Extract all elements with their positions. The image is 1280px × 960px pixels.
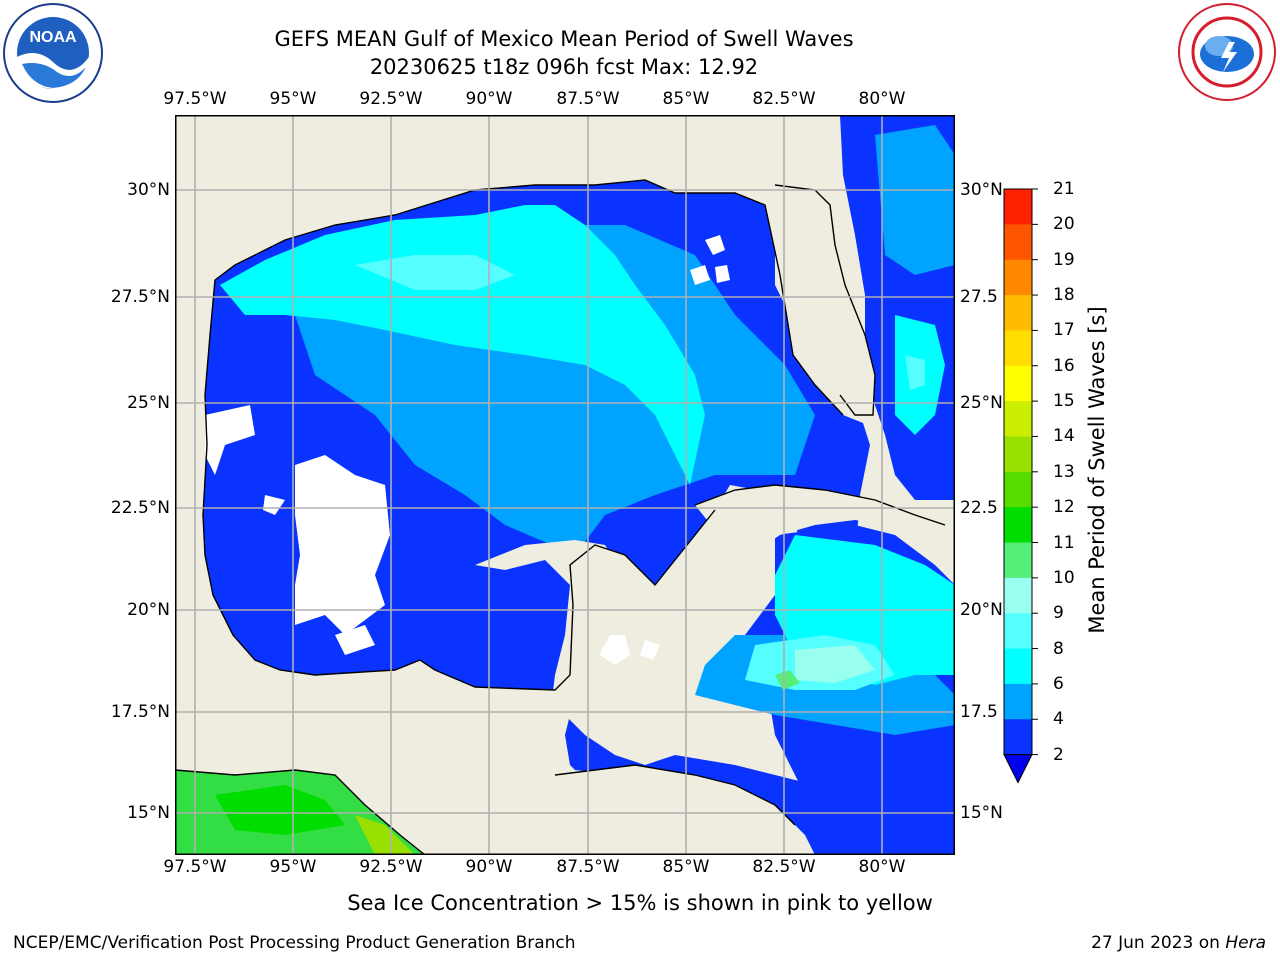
colorbar-segment bbox=[1004, 542, 1032, 579]
lon-label-bottom: 97.5°W bbox=[163, 857, 227, 877]
coastline bbox=[175, 179, 946, 855]
lat-label-right: 25°N bbox=[960, 393, 1003, 413]
lon-label-top: 82.5°W bbox=[752, 89, 816, 109]
colorbar-title: Mean Period of Swell Waves [s] bbox=[1085, 306, 1109, 634]
colorbar bbox=[1003, 188, 1038, 784]
colorbar-extend-arrow bbox=[1003, 754, 1033, 784]
lon-label-bottom: 82.5°W bbox=[752, 857, 816, 877]
colorbar-tick-label: 21 bbox=[1053, 179, 1075, 199]
lon-label-top: 85°W bbox=[662, 89, 710, 109]
lat-label-right: 30°N bbox=[960, 180, 1003, 200]
sea-ice-note: Sea Ice Concentration > 15% is shown in … bbox=[347, 891, 933, 915]
lat-label-left: 27.5°N bbox=[110, 287, 170, 307]
lon-label-top: 87.5°W bbox=[556, 89, 620, 109]
colorbar-tick-label: 18 bbox=[1053, 285, 1075, 306]
colorbar-segment bbox=[1004, 189, 1032, 225]
gulf-period-8-9 bbox=[355, 255, 515, 290]
gulf-of-mexico-swell-map bbox=[175, 115, 955, 855]
pacific-period-12-13 bbox=[355, 815, 415, 855]
colorbar-tick-label: 13 bbox=[1053, 461, 1075, 482]
colorbar-segment bbox=[1004, 365, 1032, 402]
colorbar-segment bbox=[1004, 436, 1032, 473]
map-frame bbox=[175, 115, 955, 855]
colorbar-segment bbox=[1004, 719, 1032, 756]
lon-label-bottom: 85°W bbox=[662, 857, 710, 877]
lat-label-right: 15°N bbox=[960, 803, 1003, 823]
colorbar-segment bbox=[1004, 683, 1032, 720]
lat-label-left: 22.5°N bbox=[110, 498, 170, 518]
colorbar-tick-label: 9 bbox=[1053, 603, 1064, 624]
florida-land bbox=[775, 185, 875, 415]
colorbar-tick-label: 6 bbox=[1053, 673, 1064, 694]
pacific-period-10-11 bbox=[215, 785, 345, 835]
noaa-logo-icon: NOAA bbox=[3, 3, 103, 103]
map-subtitle: 20230625 t18z 096h fcst Max: 12.92 bbox=[369, 55, 759, 79]
footer-host: Hera bbox=[1225, 933, 1266, 953]
colorbar-segment bbox=[1004, 330, 1032, 367]
caribbean-period-9-10 bbox=[795, 645, 875, 683]
colorbar-tick-label: 2 bbox=[1053, 744, 1064, 765]
noaa-logo-text: NOAA bbox=[29, 29, 77, 46]
lon-label-bottom: 90°W bbox=[465, 857, 513, 877]
colorbar-tick-label: 19 bbox=[1053, 249, 1075, 270]
graticule bbox=[175, 115, 955, 855]
footer-date-text: 27 Jun 2023 on bbox=[1091, 933, 1226, 953]
caribbean-period-10-11 bbox=[775, 670, 800, 690]
lon-label-bottom: 80°W bbox=[858, 857, 906, 877]
lat-label-right: 22.5 bbox=[960, 498, 998, 518]
atlantic-period-8-9 bbox=[905, 355, 925, 390]
lon-label-bottom: 87.5°W bbox=[556, 857, 620, 877]
colorbar-tick-label: 17 bbox=[1053, 320, 1075, 341]
colorbar-segment bbox=[1004, 224, 1032, 261]
lat-label-right: 27.5 bbox=[960, 287, 998, 307]
colorbar-tick-label: 14 bbox=[1053, 426, 1075, 447]
colorbar-tick-label: 20 bbox=[1053, 214, 1075, 235]
colorbar-tick-label: 15 bbox=[1053, 391, 1075, 412]
nws-logo-icon bbox=[1178, 3, 1276, 101]
colorbar-segment bbox=[1004, 648, 1032, 685]
colorbar-tick-label: 16 bbox=[1053, 355, 1075, 376]
colorbar-segment bbox=[1004, 613, 1032, 650]
central-america-land bbox=[405, 765, 810, 855]
lat-label-left: 20°N bbox=[127, 600, 170, 620]
colorbar-tick-label: 12 bbox=[1053, 497, 1075, 518]
lon-label-top: 97.5°W bbox=[163, 89, 227, 109]
footer-date: 27 Jun 2023 on Hera bbox=[1091, 933, 1266, 953]
gulf-period-6-8 bbox=[220, 205, 705, 485]
colorbar-segment bbox=[1004, 507, 1032, 543]
cuba-land bbox=[695, 485, 955, 545]
atlantic-period-4-6 bbox=[875, 125, 955, 275]
colorbar-segment bbox=[1004, 259, 1032, 296]
lat-label-right: 17.5 bbox=[960, 702, 998, 722]
missing-data-patches bbox=[205, 235, 730, 665]
map-title: GEFS MEAN Gulf of Mexico Mean Period of … bbox=[274, 27, 854, 51]
lon-label-bottom: 92.5°W bbox=[359, 857, 423, 877]
lat-label-left: 30°N bbox=[127, 180, 170, 200]
lat-label-left: 17.5°N bbox=[110, 702, 170, 722]
lat-label-right: 20°N bbox=[960, 600, 1003, 620]
lon-label-top: 92.5°W bbox=[359, 89, 423, 109]
footer-credit: NCEP/EMC/Verification Post Processing Pr… bbox=[13, 933, 576, 953]
colorbar-segment bbox=[1004, 471, 1032, 508]
lon-label-top: 90°W bbox=[465, 89, 513, 109]
colorbar-segment bbox=[1004, 401, 1032, 437]
lon-label-bottom: 95°W bbox=[269, 857, 317, 877]
colorbar-tick-label: 10 bbox=[1053, 567, 1075, 588]
colorbar-segment bbox=[1004, 295, 1032, 331]
lon-label-top: 95°W bbox=[269, 89, 317, 109]
colorbar-segment bbox=[1004, 577, 1032, 614]
colorbar-tick-label: 4 bbox=[1053, 709, 1064, 730]
colorbar-tick-label: 8 bbox=[1053, 638, 1064, 659]
lat-label-left: 25°N bbox=[127, 393, 170, 413]
lat-label-left: 15°N bbox=[127, 803, 170, 823]
colorbar-tick-label: 11 bbox=[1053, 532, 1075, 553]
lon-label-top: 80°W bbox=[858, 89, 906, 109]
